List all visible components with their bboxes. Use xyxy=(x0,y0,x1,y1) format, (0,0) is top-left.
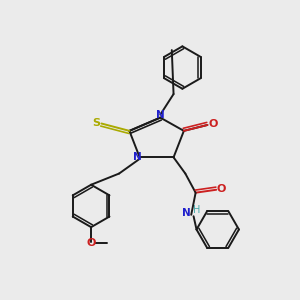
Text: N: N xyxy=(182,208,190,218)
Text: H: H xyxy=(194,206,201,215)
Text: N: N xyxy=(156,110,165,120)
Text: S: S xyxy=(92,118,100,128)
Text: O: O xyxy=(86,238,96,248)
Text: O: O xyxy=(217,184,226,194)
Text: N: N xyxy=(133,152,142,162)
Text: O: O xyxy=(208,119,218,129)
